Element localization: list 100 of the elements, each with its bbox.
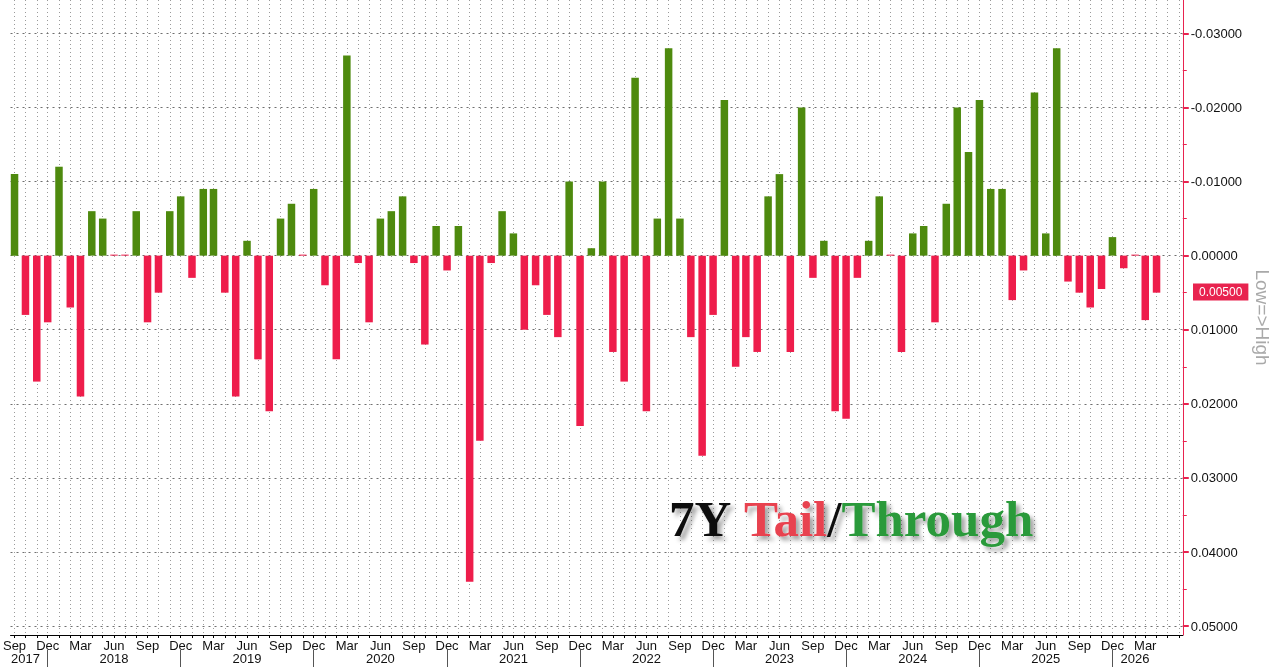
bar: [698, 255, 706, 456]
bar: [1052, 48, 1061, 256]
x-tick-label: Sep: [801, 638, 825, 653]
x-tick-label: Sep: [535, 638, 559, 653]
x2-tick-label: 2019: [232, 651, 262, 666]
bar: [398, 196, 407, 256]
x-tick-label: Mar: [202, 638, 226, 653]
bar: [66, 255, 75, 308]
bar: [221, 255, 229, 293]
bar: [265, 255, 273, 412]
bar: [520, 255, 529, 330]
y-tick-label: 0.05000: [1190, 618, 1238, 634]
x-tick-label: Sep: [668, 638, 692, 653]
bar: [88, 211, 96, 256]
bar: [410, 255, 418, 264]
bar: [964, 151, 973, 256]
bar: [132, 211, 140, 256]
x-tick-label: Jun: [103, 638, 125, 653]
x-tick-label: Mar: [868, 638, 892, 653]
bar: [998, 188, 1006, 256]
bar: [188, 255, 196, 278]
bar: [209, 188, 218, 256]
y-tick-label: 0.04000: [1190, 544, 1238, 560]
x-tick-label: Jun: [502, 638, 524, 653]
bar: [143, 255, 152, 323]
bar: [576, 255, 584, 427]
bar: [775, 174, 784, 256]
bar: [376, 218, 385, 256]
x2-tick-label: 2020: [365, 651, 395, 666]
x-tick-label: Jun: [635, 638, 657, 653]
bar: [897, 255, 906, 352]
x-tick-label: Dec: [435, 638, 460, 653]
bar: [509, 233, 518, 256]
x-tick-label: Sep: [135, 638, 160, 653]
y-tick-label: -0.03000: [1190, 25, 1243, 41]
x-tick-label: Dec: [701, 638, 726, 653]
y-tick-label: 0.02000: [1190, 396, 1238, 412]
bar: [753, 255, 761, 352]
bar: [309, 188, 318, 256]
bar: [587, 248, 596, 256]
bar: [1064, 255, 1072, 282]
bar: [919, 225, 928, 256]
x-tick-label: Dec: [568, 638, 593, 653]
bar: [1108, 237, 1117, 256]
bar: [1097, 255, 1106, 289]
bar: [820, 240, 828, 256]
x-tick-label: Jun: [1035, 638, 1057, 653]
x-tick-label: Mar: [601, 638, 625, 653]
y-tick-label: -0.02000: [1190, 99, 1243, 115]
bar: [199, 188, 208, 256]
x2-tick-label: 2018: [99, 651, 129, 666]
bar: [942, 203, 951, 256]
bar: [531, 255, 540, 286]
bar: [166, 211, 174, 256]
bar: [720, 100, 729, 256]
y-tick-label: 0.00000: [1190, 248, 1238, 264]
bar: [687, 255, 695, 338]
x2-tick-label: 2021: [498, 651, 528, 666]
x-tick-label: Mar: [468, 638, 492, 653]
bar: [1042, 233, 1050, 256]
bar: [98, 218, 107, 256]
bar: [931, 255, 939, 323]
x-tick-label: Sep: [268, 638, 293, 653]
bar: [498, 211, 506, 256]
bar: [864, 240, 873, 256]
x2-tick-label: 2022: [631, 651, 661, 666]
bar: [1030, 92, 1039, 256]
x-tick-label: Sep: [934, 638, 958, 653]
bar: [676, 218, 684, 256]
bar: [454, 225, 463, 256]
bar: [543, 255, 551, 315]
x-tick-label: Jun: [902, 638, 924, 653]
x-tick-label: Mar: [1134, 638, 1158, 653]
y-tick-label: 0.01000: [1190, 322, 1238, 338]
x-tick-label: Sep: [2, 638, 27, 653]
bar: [321, 255, 329, 286]
bar: [731, 255, 740, 367]
bar: [55, 166, 63, 256]
bar: [609, 255, 617, 352]
bar: [365, 255, 373, 323]
bar: [631, 77, 639, 256]
x-tick-label: Dec: [169, 638, 193, 653]
bar: [243, 240, 251, 256]
x2-tick-label: 2026: [1120, 651, 1150, 666]
bar: [853, 255, 862, 278]
y-tick-label: -0.01000: [1190, 174, 1243, 190]
bar: [642, 255, 651, 412]
x-tick-label: Mar: [69, 638, 93, 653]
bar: [487, 255, 495, 264]
bar: [332, 255, 341, 360]
bar: [975, 100, 984, 256]
x-tick-label: Jun: [768, 638, 790, 653]
bar: [1086, 255, 1094, 308]
bar: [1152, 255, 1161, 293]
x-tick-label: Sep: [402, 638, 426, 653]
bar: [154, 255, 163, 293]
bar: [875, 196, 883, 256]
bar: [664, 48, 673, 256]
x-tick-label: Dec: [302, 638, 326, 653]
bar: [476, 255, 484, 441]
